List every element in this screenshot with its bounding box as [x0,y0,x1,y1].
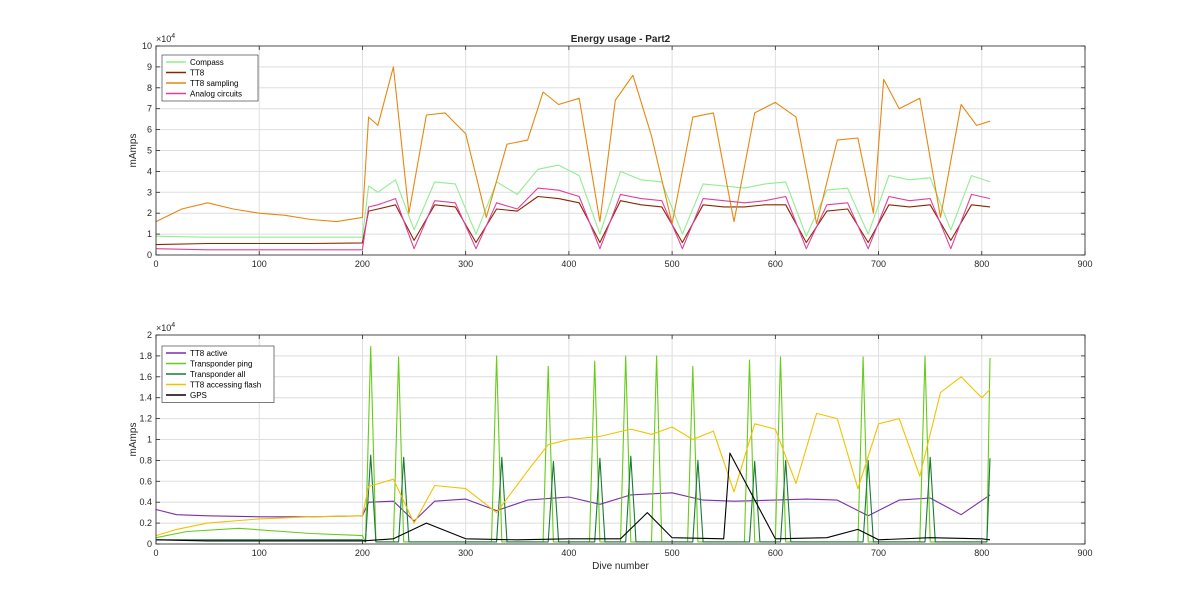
series-line-gps [155,452,991,542]
x-tick-label: 100 [252,259,267,269]
legend-label: TT8 [190,69,205,78]
x-tick-label: 800 [974,259,989,269]
y-tick-label: 8 [147,83,152,93]
y-tick-label: 1.4 [139,393,152,403]
x-tick-label: 600 [768,259,783,269]
y-tick-label: 1 [147,229,152,239]
legend-label: GPS [190,391,207,400]
x-tick-label: 200 [355,259,370,269]
y-tick-label: 1 [147,435,152,445]
y-tick-label: 9 [147,62,152,72]
bottom-chart-panel: 0 100 200 300 400 500 600 700 800 900 0 0.2 0.4 0.6 0.… [128,322,1093,572]
y-tick-label: 0.4 [139,497,152,507]
y-tick-label: 1.8 [139,351,152,361]
x-tick-label: 900 [1077,259,1092,269]
series-line-analog-circuits [155,187,991,251]
series-line-compass [155,164,991,238]
y-tick-label: 5 [147,146,152,156]
y-tick-label: 2 [147,330,152,340]
x-tick-label: 200 [355,548,370,558]
y-tick-label: 0.8 [139,455,152,465]
series-line-tt8-sampling [155,66,991,225]
x-tick-label: 0 [153,259,158,269]
y-exponent-power: 4 [171,322,175,329]
legend-label: Compass [190,58,224,67]
series-line-transponder-all [156,454,991,543]
legend-label: TT8 sampling [190,79,238,88]
y-tick-label: 1.6 [139,372,152,382]
y-exponent-label: ×104 [156,322,175,333]
series-line-tt8 [155,195,991,246]
x-tick-label: 900 [1077,548,1092,558]
chart-title: Energy usage - Part2 [571,34,671,45]
y-tick-label: 2 [147,208,152,218]
y-exponent-power: 4 [171,33,175,40]
x-tick-label: 0 [153,548,158,558]
x-tick-label: 300 [458,259,473,269]
x-tick-label: 500 [665,259,680,269]
legend-label: Transponder ping [190,360,252,369]
y-tick-label: 1.2 [139,414,152,424]
top-chart-panel: 0 100 200 300 400 500 600 700 800 900 0 1 2 3 4 5 6 7 8 9 10… [128,33,1093,269]
x-tick-label: 300 [458,548,473,558]
series-line-tt8-accessing-flash [155,376,991,537]
x-tick-label: 400 [561,548,576,558]
y-tick-label: 0 [147,539,152,549]
x-tick-label: 400 [561,259,576,269]
legend-label: Analog circuits [190,90,242,99]
x-tick-label: 600 [768,548,783,558]
y-axis-label: mAmps [128,423,139,457]
x-axis-label: Dive number [592,561,649,572]
y-tick-label: 3 [147,187,152,197]
x-tick-label: 800 [974,548,989,558]
x-tick-label: 100 [252,548,267,558]
legend-label: Transponder all [190,370,246,379]
y-exponent-label: ×104 [156,33,175,44]
x-tick-label: 500 [665,548,680,558]
y-tick-label: 0.2 [139,518,152,528]
legend-label: TT8 accessing flash [190,381,261,390]
y-tick-label: 0.6 [139,476,152,486]
y-tick-label: 6 [147,125,152,135]
x-tick-label: 700 [871,548,886,558]
x-tick-label: 700 [871,259,886,269]
legend-label: TT8 active [190,349,228,358]
y-tick-label: 4 [147,166,152,176]
y-tick-label: 0 [147,250,152,260]
y-axis-label: mAmps [128,134,139,168]
y-tick-label: 10 [142,41,152,51]
y-tick-label: 7 [147,104,152,114]
